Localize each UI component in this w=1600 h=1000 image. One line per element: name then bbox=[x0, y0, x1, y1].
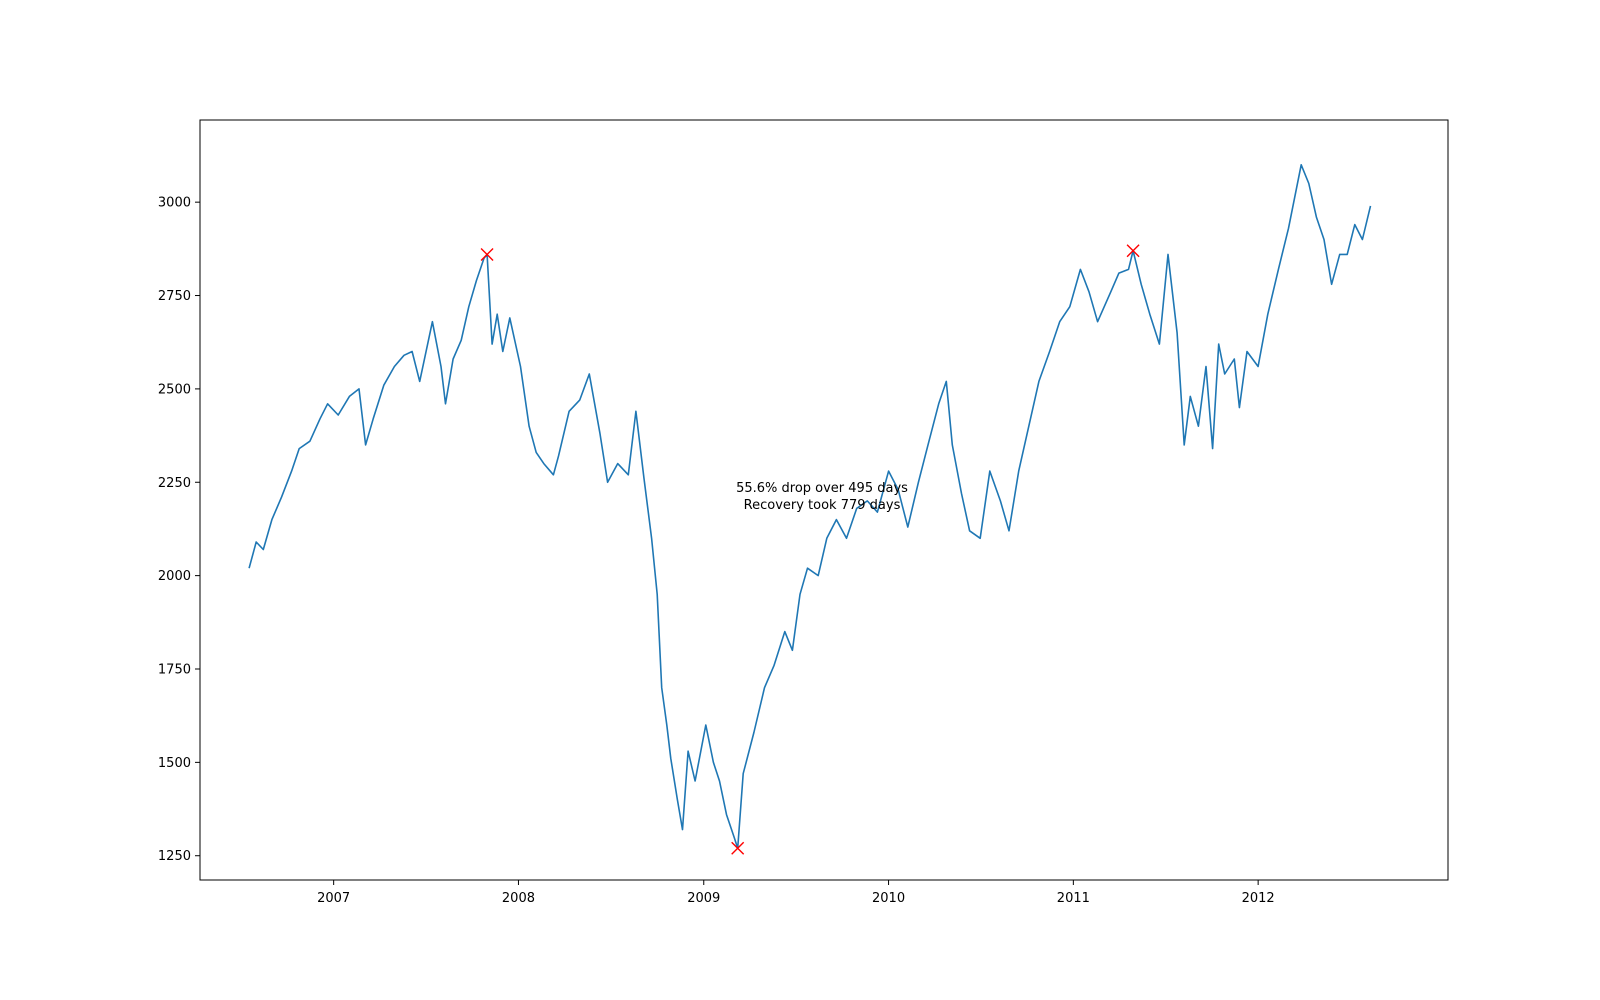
y-tick-label: 1750 bbox=[158, 662, 191, 677]
peak-marker bbox=[480, 247, 494, 261]
x-tick-label: 2011 bbox=[1057, 891, 1090, 906]
recovery-marker bbox=[1126, 244, 1140, 258]
x-tick-label: 2007 bbox=[317, 891, 350, 906]
y-tick-label: 1500 bbox=[158, 756, 191, 771]
trough-marker bbox=[731, 841, 745, 855]
plot-frame bbox=[199, 119, 1449, 881]
annotation-drop: 55.6% drop over 495 days bbox=[736, 481, 908, 496]
y-tick-label: 3000 bbox=[158, 196, 191, 211]
y-tick-label: 1250 bbox=[158, 849, 191, 864]
y-tick-label: 2250 bbox=[158, 476, 191, 491]
y-tick-label: 2750 bbox=[158, 289, 191, 304]
x-tick-label: 2012 bbox=[1242, 891, 1275, 906]
price-line bbox=[248, 164, 1372, 850]
x-tick-label: 2008 bbox=[502, 891, 535, 906]
x-tick-label: 2009 bbox=[687, 891, 720, 906]
x-tick-label: 2010 bbox=[872, 891, 905, 906]
x-axis: 2007 2008 2009 2010 2011 2012 bbox=[317, 880, 1275, 906]
annotation-recovery: Recovery took 779 days bbox=[744, 498, 901, 513]
y-tick-label: 2500 bbox=[158, 382, 191, 397]
y-tick-label: 2000 bbox=[158, 569, 191, 584]
y-axis: 1250 1500 1750 2000 2250 2500 2750 3000 bbox=[158, 196, 200, 864]
plot-area bbox=[248, 164, 1372, 855]
